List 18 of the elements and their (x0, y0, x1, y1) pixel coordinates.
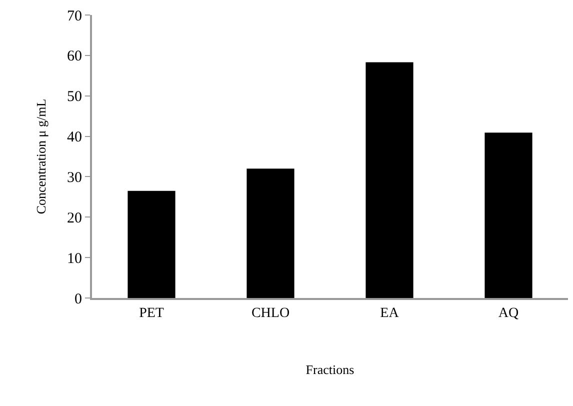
y-tick-label: 30 (67, 170, 82, 186)
bar (128, 190, 176, 298)
bar (366, 62, 414, 298)
y-tick-label: 40 (67, 130, 82, 146)
y-tick-label: 0 (74, 291, 82, 308)
x-tick-label: CHLO (251, 306, 290, 321)
x-tick-label: AQ (498, 306, 519, 321)
x-tick-label: EA (380, 306, 400, 321)
y-tick-label: 20 (67, 210, 82, 226)
y-tick-label: 60 (67, 48, 82, 65)
y-axis-title: Concentration μ g/mL (33, 98, 48, 214)
x-tick-label: PET (139, 306, 164, 321)
bar (484, 132, 532, 298)
y-tick-label: 10 (67, 250, 82, 267)
y-tick-label: 70 (67, 8, 82, 24)
bar (246, 168, 294, 298)
y-tick-label: 50 (67, 89, 82, 106)
x-axis-title: Fractions (306, 362, 354, 377)
